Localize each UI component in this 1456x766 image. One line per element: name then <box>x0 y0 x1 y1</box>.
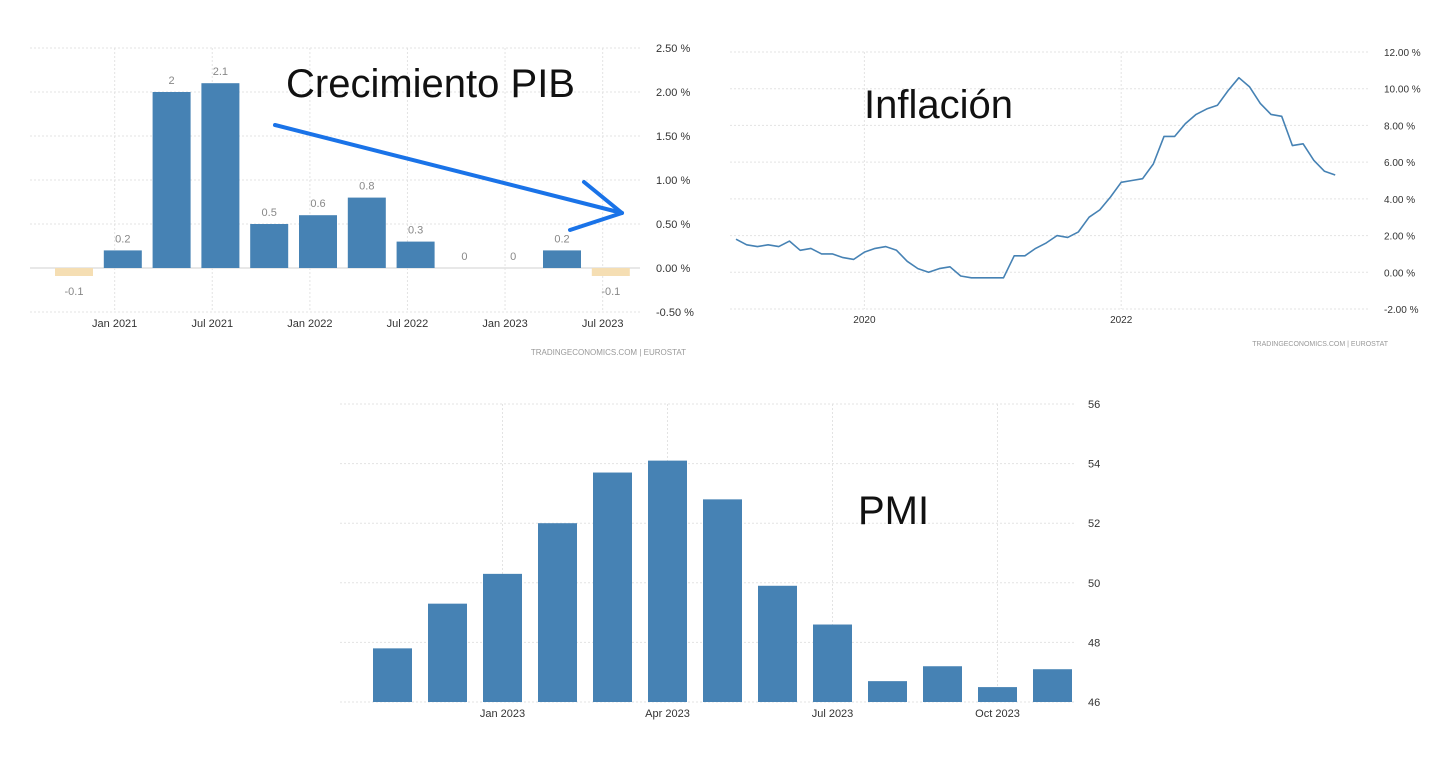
gdp-x-tick-label: Jan 2022 <box>287 318 332 330</box>
gdp-bar <box>103 250 142 268</box>
gdp-data-label: 0.8 <box>359 181 374 193</box>
trend-arrow-shaft <box>273 123 624 215</box>
inflation-y-tick-label: 6.00 % <box>1384 158 1415 169</box>
gdp-y-tick-label: 1.50 % <box>656 131 690 143</box>
pmi-x-tick-label: Jan 2023 <box>480 708 525 720</box>
gdp-bar <box>201 83 240 268</box>
gdp-chart-panel: 2.50 % 2.00 % 1.50 % 1.00 % 0.50 % 0.00 % -0.5… <box>0 0 720 370</box>
gdp-bar <box>55 268 93 276</box>
pmi-bar <box>868 681 907 702</box>
gdp-x-tick-label: Jan 2021 <box>92 318 137 330</box>
pmi-x-tick-label: Apr 2023 <box>645 708 690 720</box>
gdp-y-tick-label: 2.00 % <box>656 87 690 99</box>
gdp-data-label: 0.6 <box>310 198 325 210</box>
pmi-bar <box>758 585 797 702</box>
gdp-data-label: 0.2 <box>115 233 130 245</box>
inflation-y-tick-label: 8.00 % <box>1384 121 1415 132</box>
pmi-bar <box>978 687 1017 702</box>
gdp-y-tick-label: 2.50 % <box>656 43 690 55</box>
gdp-chart-title: Crecimiento PIB <box>286 62 575 106</box>
gdp-data-label: 0.2 <box>554 233 569 245</box>
pmi-y-tick-label: 50 <box>1088 578 1100 590</box>
gdp-x-tick-label: Jul 2021 <box>191 318 233 330</box>
gdp-bar <box>347 197 386 268</box>
inflation-chart-title: Inflación <box>864 83 1013 127</box>
pmi-bar <box>648 460 687 702</box>
pmi-bar <box>923 666 962 702</box>
inflation-y-tick-label: 0.00 % <box>1384 268 1415 279</box>
gdp-y-tick-label: 0.50 % <box>656 219 690 231</box>
pmi-bar <box>593 472 632 702</box>
pmi-y-tick-label: 52 <box>1088 518 1100 530</box>
pmi-x-tick-label: Jul 2023 <box>812 708 854 720</box>
gdp-y-tick-label: -0.50 % <box>656 307 694 319</box>
inflation-y-tick-label: -2.00 % <box>1384 305 1419 316</box>
gdp-data-label: 0.5 <box>262 207 277 219</box>
pmi-bar <box>483 573 522 702</box>
inflation-y-tick-label: 2.00 % <box>1384 232 1415 243</box>
pmi-bar <box>373 648 412 702</box>
inflation-y-tick-label: 10.00 % <box>1384 85 1421 96</box>
inflation-source-label: TRADINGECONOMICS.COM | EUROSTAT <box>1252 341 1388 348</box>
pmi-bar <box>813 624 852 702</box>
gdp-data-label: 0.3 <box>408 225 423 237</box>
gdp-bar <box>250 224 289 268</box>
pmi-y-tick-label: 56 <box>1088 399 1100 411</box>
gdp-data-label: 2 <box>169 75 175 87</box>
gdp-bar <box>543 250 581 268</box>
gdp-x-tick-label: Jul 2023 <box>582 318 624 330</box>
gdp-source-label: TRADINGECONOMICS.COM | EUROSTAT <box>531 348 686 357</box>
inflation-y-tick-label: 4.00 % <box>1384 195 1415 206</box>
gdp-y-tick-label: 0.00 % <box>656 263 690 275</box>
gdp-y-tick-label: 1.00 % <box>656 175 690 187</box>
gdp-data-label: 0 <box>461 251 467 263</box>
gdp-bar <box>396 241 435 268</box>
gdp-bar <box>299 215 337 268</box>
pmi-y-tick-label: 46 <box>1088 697 1100 709</box>
pmi-bar <box>428 603 467 702</box>
pmi-y-tick-label: 48 <box>1088 637 1100 649</box>
inflation-y-tick-label: 12.00 % <box>1384 48 1421 59</box>
pmi-chart-panel: 56 54 52 50 48 46 Jan 2023 Apr 2023 Jul 2023 Oct … <box>320 385 1120 761</box>
gdp-data-label: 0 <box>510 251 516 263</box>
inflation-chart: 12.00 % 10.00 % 8.00 % 6.00 % 4.00 % 2.00 % 0.… <box>730 48 1421 348</box>
gdp-x-tick-label: Jul 2022 <box>387 318 429 330</box>
gdp-data-label: -0.1 <box>601 286 620 298</box>
pmi-x-tick-label: Oct 2023 <box>975 708 1020 720</box>
pmi-chart: 56 54 52 50 48 46 Jan 2023 Apr 2023 Jul 2023 Oct … <box>340 399 1100 720</box>
pmi-bar <box>703 499 742 702</box>
gdp-bar <box>591 268 630 276</box>
pmi-chart-title: PMI <box>858 489 929 533</box>
pmi-bar <box>1033 669 1072 702</box>
gdp-bar <box>152 92 191 268</box>
inflation-x-tick-label: 2020 <box>853 315 876 326</box>
pmi-bar <box>538 523 577 702</box>
inflation-x-tick-label: 2022 <box>1110 315 1133 326</box>
gdp-chart: 2.50 % 2.00 % 1.50 % 1.00 % 0.50 % 0.00 % -0.5… <box>30 43 694 357</box>
gdp-x-tick-label: Jan 2023 <box>482 318 527 330</box>
gdp-data-label: 2.1 <box>213 66 228 78</box>
trend-arrow-head <box>568 180 624 232</box>
inflation-series-line <box>735 76 1336 279</box>
gdp-data-label: -0.1 <box>65 286 84 298</box>
pmi-y-tick-label: 54 <box>1088 459 1100 471</box>
inflation-chart-panel: 12.00 % 10.00 % 8.00 % 6.00 % 4.00 % 2.00 % 0.… <box>720 0 1456 370</box>
